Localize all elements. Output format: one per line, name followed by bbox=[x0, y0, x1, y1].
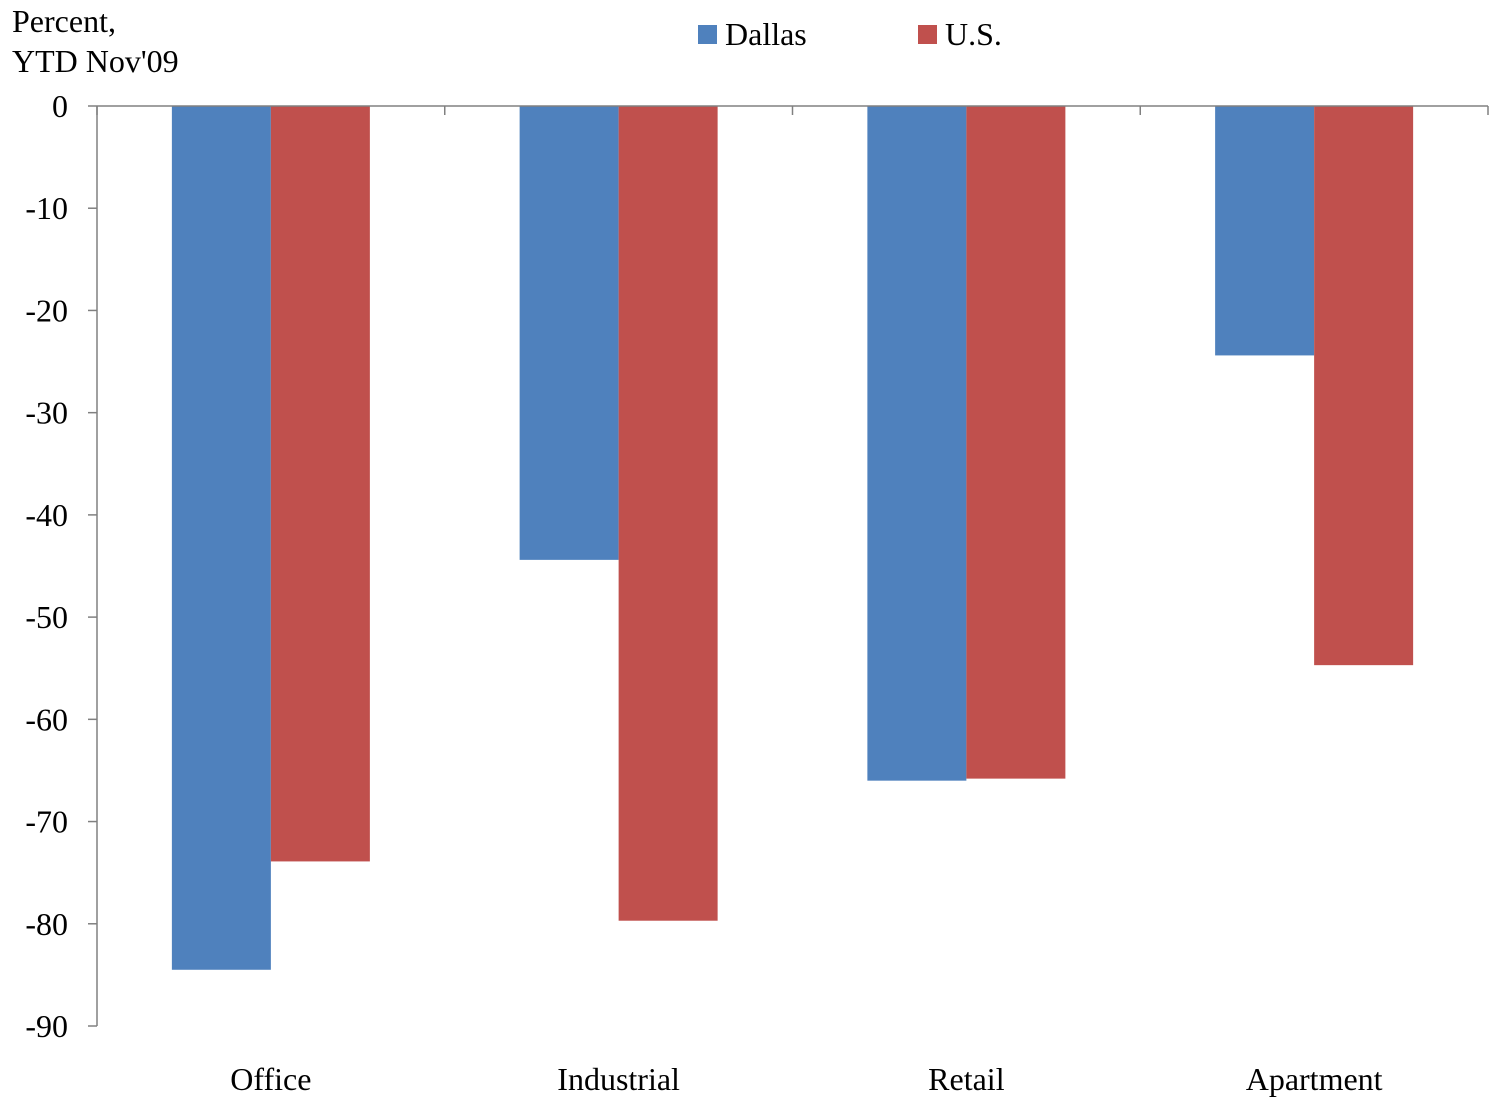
y-tick-label: -40 bbox=[25, 497, 68, 533]
x-tick-label-apartment: Apartment bbox=[1246, 1061, 1383, 1097]
legend-swatch-us bbox=[918, 25, 937, 44]
x-tick-label-industrial: Industrial bbox=[557, 1061, 680, 1097]
x-tick-label-office: Office bbox=[230, 1061, 311, 1097]
legend-swatch-dallas bbox=[698, 25, 717, 44]
y-tick-label: -90 bbox=[25, 1008, 68, 1044]
y-tick-label: -10 bbox=[25, 190, 68, 226]
legend-label-us: U.S. bbox=[945, 16, 1002, 52]
bar-us-office bbox=[270, 106, 370, 862]
y-tick-label: -70 bbox=[25, 804, 68, 840]
bar-dallas-industrial bbox=[519, 106, 619, 560]
y-tick-label: -50 bbox=[25, 599, 68, 635]
legend-item-us: U.S. bbox=[918, 16, 1002, 53]
y-axis-title-line-1: Percent, bbox=[12, 3, 116, 39]
y-tick-label: -30 bbox=[25, 395, 68, 431]
bar-dallas-office bbox=[171, 106, 271, 970]
x-tick-label-retail: Retail bbox=[928, 1061, 1005, 1097]
y-tick-label: -80 bbox=[25, 906, 68, 942]
y-axis-title-line-2: YTD Nov'09 bbox=[12, 43, 179, 79]
bar-dallas-retail bbox=[867, 106, 967, 781]
legend-item-dallas: Dallas bbox=[698, 16, 807, 53]
y-tick-label: 0 bbox=[52, 88, 68, 124]
legend-label-dallas: Dallas bbox=[725, 16, 807, 52]
bar-us-retail bbox=[966, 106, 1066, 779]
y-tick-label: -60 bbox=[25, 701, 68, 737]
y-tick-label: -20 bbox=[25, 292, 68, 328]
bar-us-apartment bbox=[1314, 106, 1414, 666]
bar-us-industrial bbox=[618, 106, 718, 921]
bar-dallas-apartment bbox=[1215, 106, 1315, 356]
